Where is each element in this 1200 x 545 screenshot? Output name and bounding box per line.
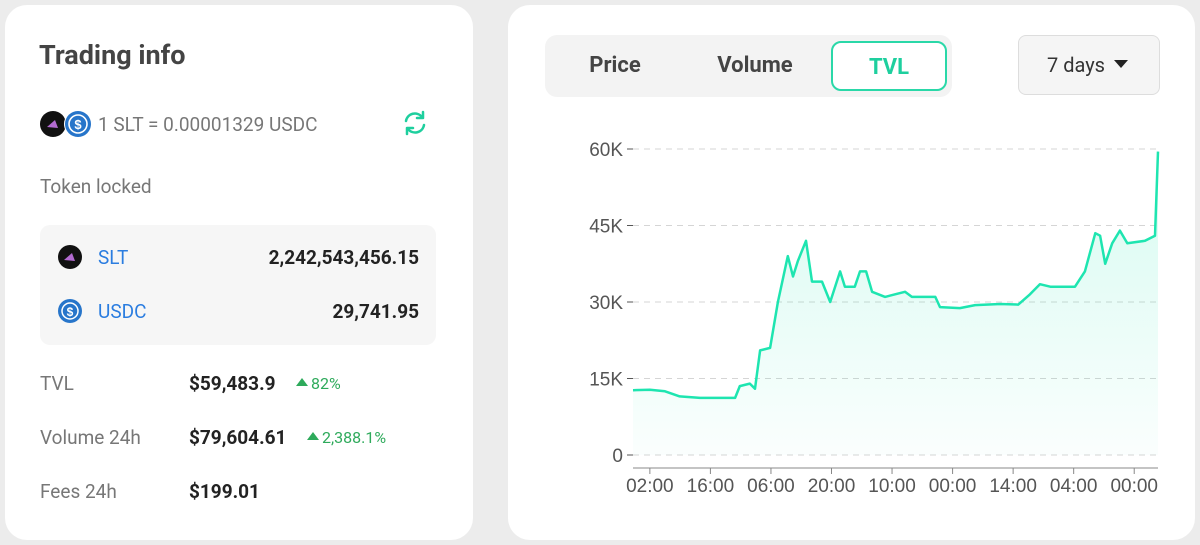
x-tick-label: 04:00 — [1050, 476, 1098, 497]
stat-label: Volume 24h — [40, 426, 141, 449]
slt-glyph — [64, 253, 75, 261]
tab[interactable]: Volume — [717, 53, 793, 78]
period-label: 7 days — [1047, 53, 1105, 77]
x-tick-label: 10:00 — [868, 476, 916, 497]
up-arrow — [307, 432, 319, 440]
usdc-glyph: $ — [67, 305, 74, 319]
x-tick-label: 00:00 — [1110, 476, 1158, 497]
x-tick-label: 06:00 — [747, 476, 795, 497]
usdc-inner — [68, 114, 88, 134]
dropdown-caret — [1114, 60, 1128, 68]
y-tick-label: 15K — [589, 370, 623, 391]
usdc-inner — [61, 302, 79, 320]
tab[interactable]: Price — [589, 53, 641, 78]
pair-icons: $ — [40, 110, 92, 138]
area-fill — [633, 151, 1158, 455]
stat-change: 82% — [311, 374, 341, 393]
token-symbol[interactable]: USDC — [98, 300, 147, 323]
rate-text: 1 SLT = 0.00001329 USDC — [98, 113, 318, 136]
tab[interactable]: TVL — [831, 41, 947, 91]
refresh-button[interactable] — [402, 110, 428, 136]
token-amount: 29,741.95 — [332, 300, 420, 323]
stat-label: TVL — [40, 372, 74, 395]
stat-value: $199.01 — [189, 480, 260, 503]
card-title: Trading info — [39, 39, 186, 71]
locked-label: Token locked — [40, 175, 152, 198]
token-symbol[interactable]: SLT — [98, 246, 129, 269]
x-tick-label: 00:00 — [929, 476, 977, 497]
x-tick-label: 14:00 — [989, 476, 1037, 497]
y-tick-label: 30K — [589, 293, 623, 314]
x-tick-label: 20:00 — [808, 476, 856, 497]
tvl-line — [632, 151, 1160, 400]
up-arrow — [296, 378, 308, 386]
y-tick-label: 0 — [612, 446, 623, 467]
y-tick-label: 60K — [589, 140, 623, 161]
stat-value: $79,604.61 — [189, 426, 287, 449]
x-tick-label: 02:00 — [626, 476, 674, 497]
usdc-glyph: $ — [74, 117, 82, 132]
y-tick-label: 45K — [589, 217, 623, 238]
slt-glyph — [47, 120, 58, 128]
x-tick-label: 16:00 — [687, 476, 735, 497]
period-dropdown[interactable] — [1018, 35, 1160, 95]
stat-change: 2,388.1% — [322, 428, 387, 447]
tvl-chart: 0 15K 30K 45K 60K 02:00 16:00 06:00 20:00 10:00 00… — [589, 140, 1160, 497]
token-icons: $ — [58, 245, 82, 323]
locked-box — [40, 225, 436, 345]
stat-value: $59,483.9 — [189, 372, 276, 395]
token-amount: 2,242,543,456.15 — [268, 246, 419, 269]
stat-label: Fees 24h — [40, 480, 117, 503]
